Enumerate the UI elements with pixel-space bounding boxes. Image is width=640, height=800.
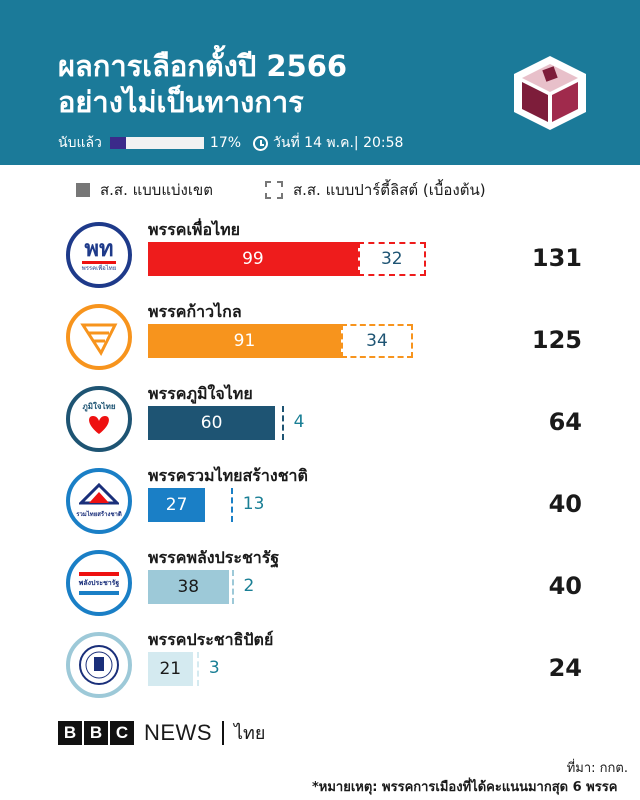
bbc-divider xyxy=(222,720,224,745)
constituency-bar: 91 xyxy=(148,324,341,358)
total-seats: 40 xyxy=(548,490,582,518)
pheu-thai-logo-icon: พท พรรคเพื่อไทย xyxy=(66,222,132,288)
move-forward-logo-icon xyxy=(66,304,132,370)
party-name: พรรครวมไทยสร้างชาติ xyxy=(148,466,308,485)
party-list-bar xyxy=(205,488,233,522)
header-banner: ผลการเลือกตั้งปี 2566 อย่างไม่เป็นทางการ… xyxy=(0,0,640,165)
total-seats: 40 xyxy=(548,572,582,600)
bbc-letter: B xyxy=(84,720,108,745)
party-list-bar xyxy=(275,406,284,440)
party-list-value: 2 xyxy=(243,576,255,596)
legend-label-constituency: ส.ส. แบบแบ่งเขต xyxy=(100,181,213,199)
party-list-bar: 34 xyxy=(340,324,413,358)
bbc-letter: C xyxy=(110,720,134,745)
legend-label-party-list: ส.ส. แบบปาร์ตี้ลิสต์ (เบื้องต้น) xyxy=(292,181,486,199)
constituency-bar: 27 xyxy=(148,488,206,522)
page-title: ผลการเลือกตั้งปี 2566 xyxy=(58,49,348,83)
party-list-value: 3 xyxy=(208,658,220,678)
page-subtitle: อย่างไม่เป็นทางการ xyxy=(58,85,304,119)
counted-percent: 17% xyxy=(209,135,242,151)
total-seats: 125 xyxy=(531,326,582,354)
constituency-bar: 99 xyxy=(148,242,358,276)
bbc-news-text: NEWS xyxy=(144,719,212,745)
total-seats: 64 xyxy=(548,408,582,436)
party-list-bar: 32 xyxy=(357,242,426,276)
ballot-box-icon xyxy=(508,50,592,134)
constituency-bar: 38 xyxy=(148,570,229,604)
bbc-news-thai-logo: B B C NEWS ไทย xyxy=(58,718,265,747)
bbc-letter: B xyxy=(58,720,82,745)
footnote: *หมายเหตุ: พรรคการเมืองที่ได้คะแนนมากสุด… xyxy=(312,780,618,795)
total-seats: 131 xyxy=(531,244,582,272)
source-note: ที่มา: กกต. xyxy=(566,761,628,776)
party-list-bar xyxy=(228,570,234,604)
constituency-bar: 60 xyxy=(148,406,276,440)
chart-legend: ส.ส. แบบแบ่งเขต ส.ส. แบบปาร์ตี้ลิสต์ (เบ… xyxy=(76,178,486,202)
party-name: พรรคประชาธิปัตย์ xyxy=(148,630,274,649)
counted-label: นับแล้ว xyxy=(58,135,102,151)
party-name: พรรคพลังประชารัฐ xyxy=(148,548,280,567)
ruam-thai-logo-icon: รวมไทยสร้างชาติ xyxy=(66,468,132,534)
party-name: พรรคภูมิใจไทย xyxy=(148,384,253,403)
counted-status: นับแล้ว 17% วันที่ 14 พ.ค.| 20:58 xyxy=(58,132,403,154)
party-name: พรรคก้าวไกล xyxy=(148,302,242,321)
counted-progress-bar xyxy=(109,137,204,149)
clock-icon xyxy=(253,135,269,151)
counted-progress-fill xyxy=(109,137,126,149)
party-list-bar xyxy=(192,652,199,686)
palang-pracharat-logo-icon: พลังประชารัฐ xyxy=(66,550,132,616)
bbc-language: ไทย xyxy=(234,723,266,744)
constituency-bar: 21 xyxy=(148,652,193,686)
total-seats: 24 xyxy=(548,654,582,682)
democrat-logo-icon xyxy=(66,632,132,698)
date-time: วันที่ 14 พ.ค.| 20:58 xyxy=(273,135,404,151)
party-name: พรรคเพื่อไทย xyxy=(148,220,241,239)
legend-swatch-party-list xyxy=(264,181,283,199)
bhumjaithai-logo-icon: ภูมิใจไทย xyxy=(66,386,132,452)
party-list-value: 13 xyxy=(242,494,265,514)
legend-swatch-constituency xyxy=(76,183,90,197)
party-list-value: 4 xyxy=(293,412,305,432)
